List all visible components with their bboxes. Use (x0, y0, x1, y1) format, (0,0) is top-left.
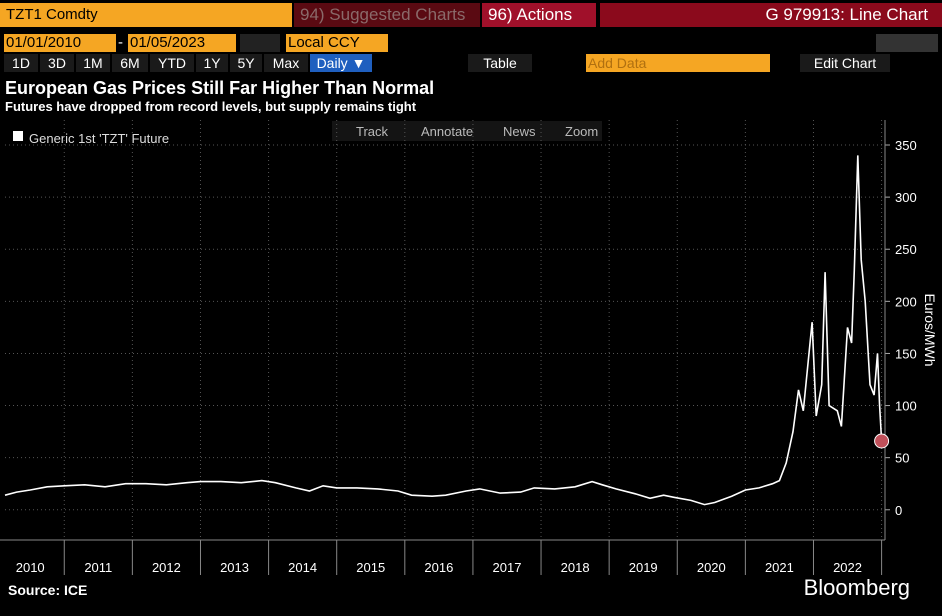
table-button[interactable]: Table (468, 54, 532, 72)
x-tick-label: 2021 (765, 560, 794, 575)
suggested-charts[interactable]: 94) Suggested Charts (294, 3, 480, 27)
x-tick-label: 2010 (16, 560, 45, 575)
x-tick-label: 2022 (833, 560, 862, 575)
edit-chart-button[interactable]: Edit Chart (800, 54, 890, 72)
chart-tool: Annotate (421, 124, 473, 139)
frequency-select[interactable]: Daily ▼ (310, 54, 372, 72)
chart-title: European Gas Prices Still Far Higher Tha… (5, 78, 435, 98)
x-tick-label: 2014 (288, 560, 317, 575)
period-button[interactable]: YTD (150, 54, 194, 72)
period-button[interactable]: 1D (4, 54, 38, 72)
period-button[interactable]: 6M (112, 54, 148, 72)
y-axis-label: Euros/MWh (922, 293, 938, 366)
function-title: G 979913: Line Chart (600, 3, 942, 27)
y-tick-label: 0 (895, 503, 902, 518)
legend-label: Generic 1st 'TZT' Future (29, 131, 169, 146)
chart-tool: Zoom (565, 124, 598, 139)
source-note: Source: ICE (8, 582, 88, 598)
chart-tool: News (503, 124, 536, 139)
start-date[interactable]: 01/01/2010 (4, 34, 116, 52)
add-data-field[interactable]: Add Data (586, 54, 770, 72)
x-tick-label: 2019 (629, 560, 658, 575)
x-tick-label: 2016 (424, 560, 453, 575)
period-button[interactable]: 1M (76, 54, 110, 72)
price-line (4, 155, 883, 506)
y-tick-label: 50 (895, 451, 909, 466)
date-arrows[interactable] (240, 34, 280, 52)
x-tick-label: 2020 (697, 560, 726, 575)
period-button[interactable]: 5Y (230, 54, 262, 72)
period-button[interactable]: 1Y (196, 54, 228, 72)
x-tick-label: 2013 (220, 560, 249, 575)
ticker-field[interactable]: TZT1 Comdty (0, 3, 292, 27)
y-tick-label: 200 (895, 294, 917, 309)
undo-redo[interactable] (876, 34, 938, 52)
period-button[interactable]: Max (264, 54, 308, 72)
x-tick-label: 2012 (152, 560, 181, 575)
x-tick-label: 2017 (493, 560, 522, 575)
chart-subtitle: Futures have dropped from record levels,… (5, 99, 417, 114)
y-tick-label: 350 (895, 138, 917, 153)
end-date[interactable]: 01/05/2023 (128, 34, 236, 52)
brand-logo: Bloomberg (803, 575, 910, 600)
last-point-marker (874, 433, 890, 449)
actions-menu[interactable]: 96) Actions (482, 3, 596, 27)
currency-select[interactable]: Local CCY (286, 34, 388, 52)
y-tick-label: 250 (895, 242, 917, 257)
y-tick-label: 300 (895, 190, 917, 205)
legend-swatch (13, 131, 23, 141)
period-button[interactable]: 3D (40, 54, 74, 72)
chart-tool: Track (356, 124, 389, 139)
x-tick-label: 2015 (356, 560, 385, 575)
x-tick-label: 2011 (84, 560, 112, 575)
date-separator: - (118, 34, 123, 51)
y-tick-label: 150 (895, 346, 917, 361)
y-tick-label: 100 (895, 399, 917, 414)
chart-toolbar (332, 121, 602, 141)
x-tick-label: 2018 (561, 560, 590, 575)
